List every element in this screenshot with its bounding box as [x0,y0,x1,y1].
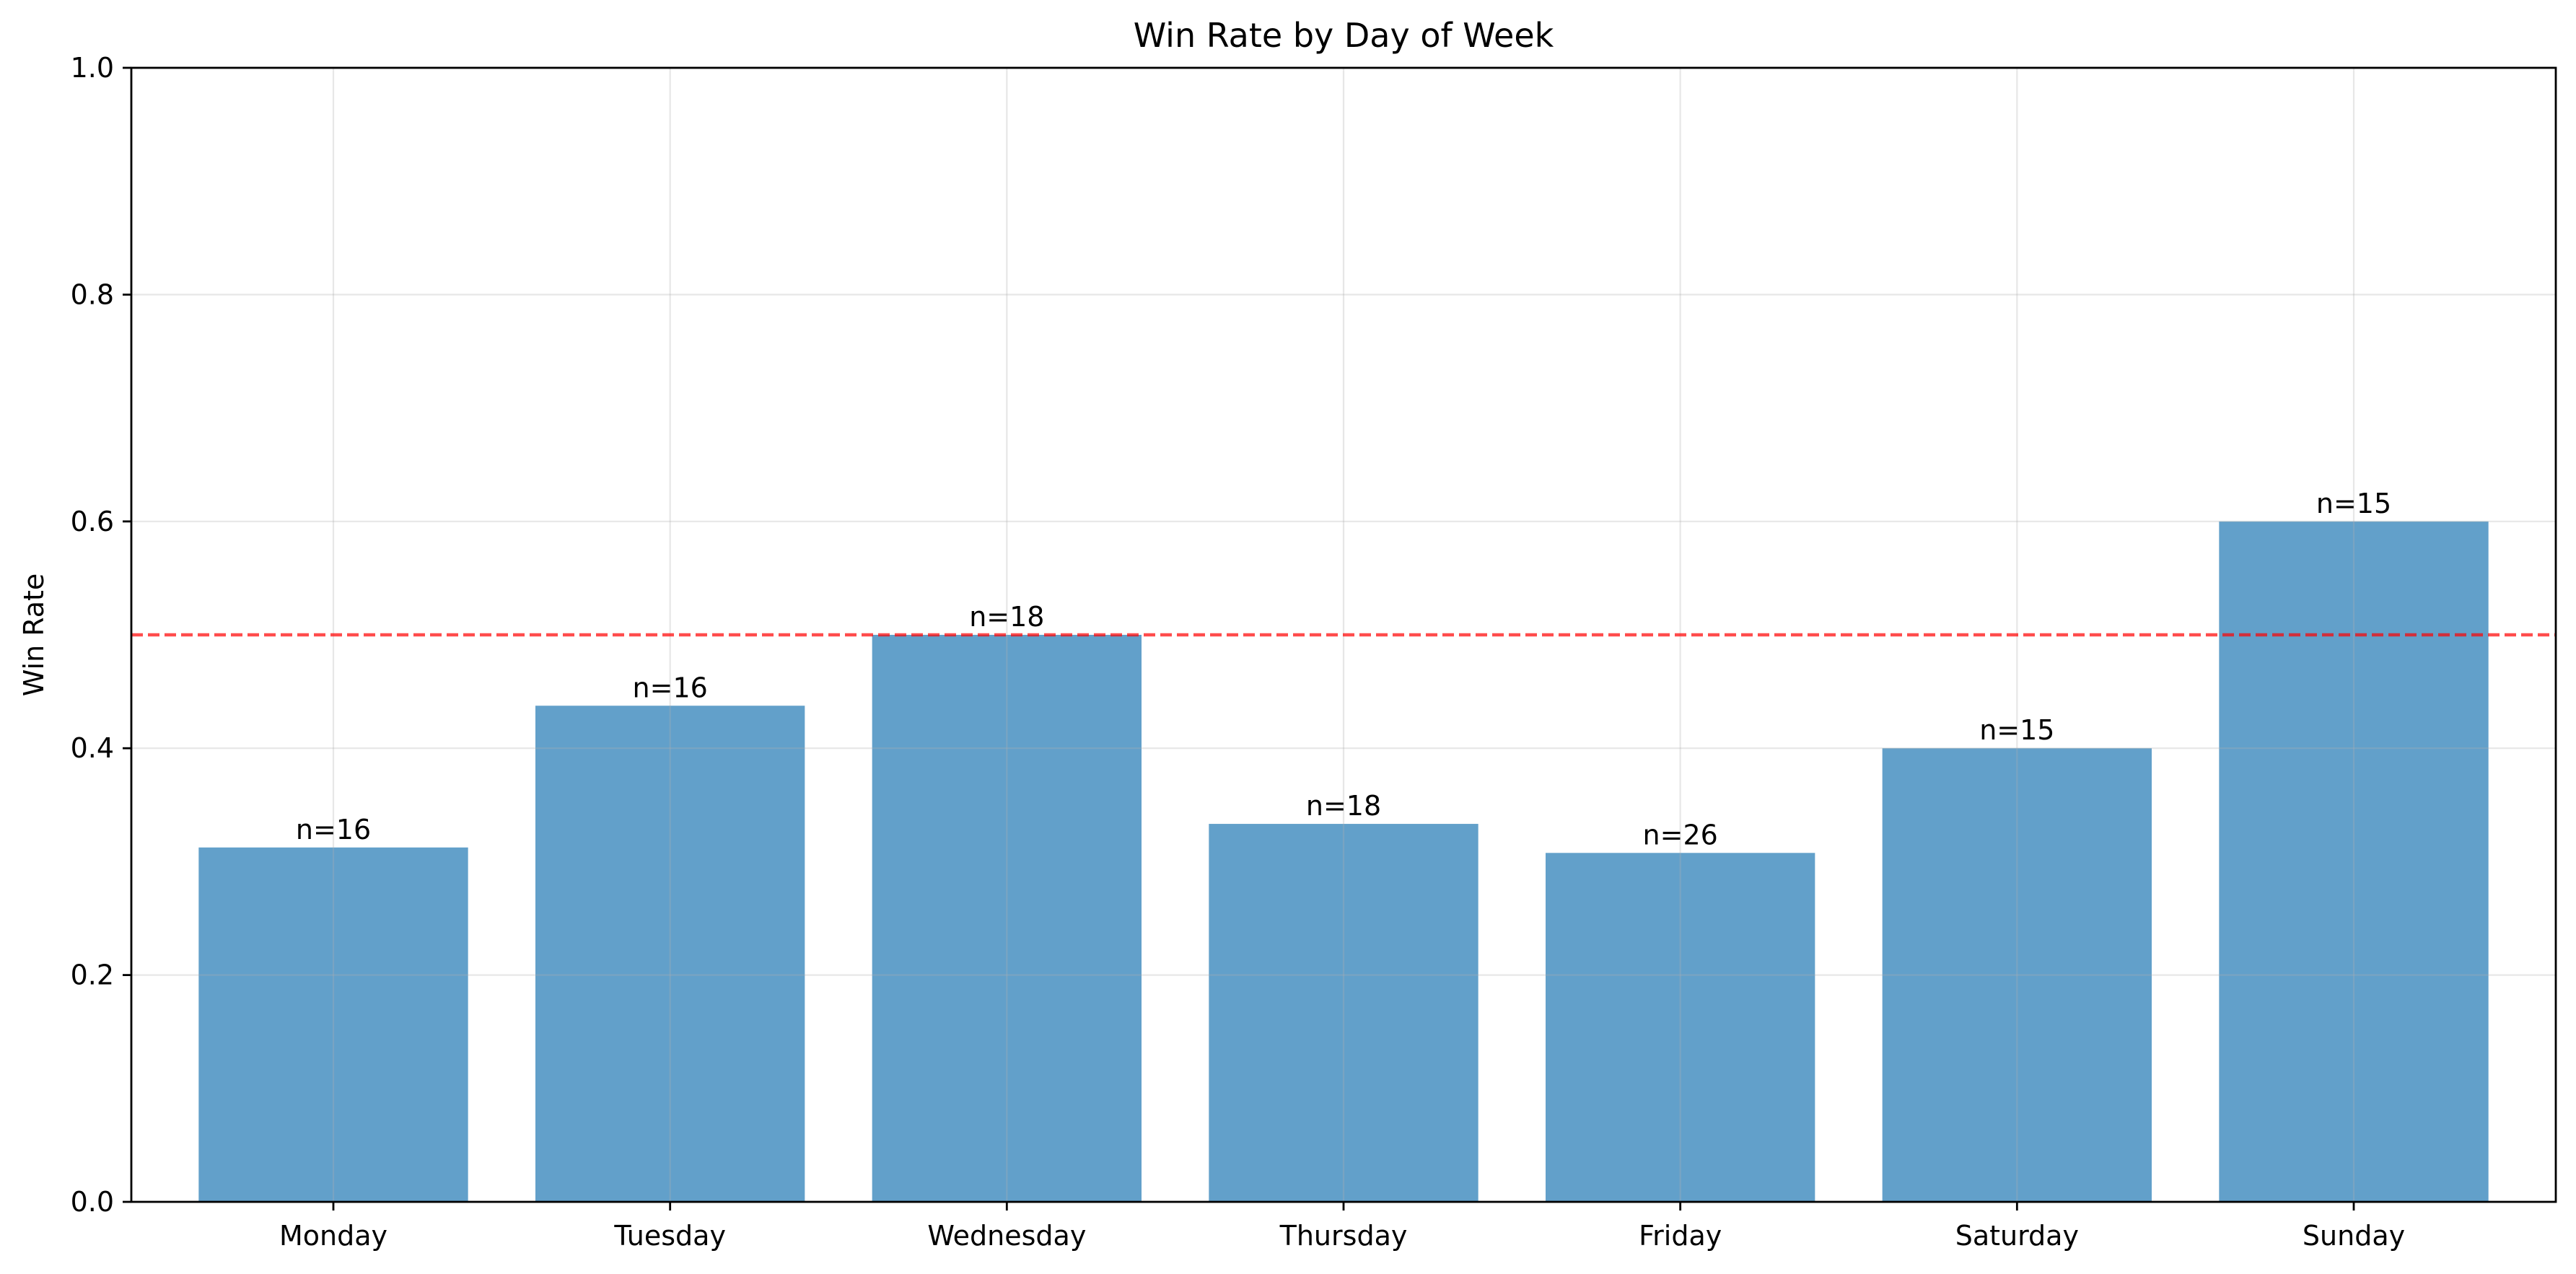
x-tick-label-thursday: Thursday [1279,1220,1408,1252]
x-tick-label-tuesday: Tuesday [613,1220,726,1252]
bar-friday [1546,853,1815,1202]
y-axis-label: Win Rate [18,574,50,697]
y-tick-label: 0.2 [71,959,114,991]
data-label: n=26 [1643,819,1718,851]
x-tick-label-monday: Monday [279,1220,387,1252]
data-label: n=18 [1306,790,1381,822]
data-labels-layer: n=16 n=16 n=18 n=18 n=26 n=15 n=15 [296,488,2391,851]
bar-tuesday [535,706,805,1202]
x-tick-label-friday: Friday [1639,1220,1722,1252]
data-label: n=15 [1979,714,2054,746]
y-tick-label: 0.0 [71,1186,114,1218]
bar-monday [198,847,468,1202]
y-tick-label: 1.0 [71,52,114,84]
bar-thursday [1209,824,1478,1202]
x-tick-label-saturday: Saturday [1955,1220,2079,1252]
data-label: n=18 [969,601,1044,633]
y-tick-label: 0.6 [71,506,114,537]
x-tick-label-wednesday: Wednesday [927,1220,1086,1252]
chart-title: Win Rate by Day of Week [1134,16,1554,55]
data-label: n=16 [296,814,371,845]
x-tick-label-sunday: Sunday [2303,1220,2405,1252]
y-tick-label: 0.4 [71,732,114,764]
data-label: n=16 [633,672,708,703]
data-label: n=15 [2316,488,2391,519]
bar-wednesday [872,635,1142,1202]
y-tick-label: 0.8 [71,278,114,310]
bar-saturday [1882,748,2152,1202]
axes-layer: 0.0 0.2 0.4 0.6 0.8 1.0 Monday Tuesday Wednesday… [71,52,2557,1252]
